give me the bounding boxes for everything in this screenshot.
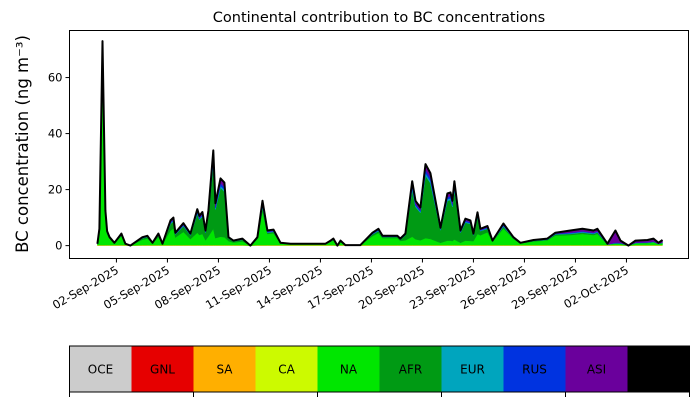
legend-swatch-afr [379,346,442,392]
legend-label-sa: SA [216,363,233,377]
legend-label-aus: AUS [646,363,671,377]
y-tick-label: 0 [55,239,62,253]
legend-label-rus: RUS [522,363,547,377]
legend-label-oce: OCE [88,363,113,377]
area-asi [97,41,663,247]
legend-label-ca: CA [278,363,295,377]
stacked-areas [97,41,663,247]
plot-frame [69,30,689,259]
area-afr [97,69,663,247]
legend-swatch-eur [441,346,504,392]
legend-swatch-ca [255,346,318,392]
legend-swatch-asi [565,346,628,392]
area-rus [97,55,663,247]
y-axis-ticks: 0 20 40 60 [48,71,70,253]
y-axis-label: BC concentration (ng m⁻³) [13,35,32,253]
legend-label-eur: EUR [460,363,485,377]
legend-label-na: NA [340,363,358,377]
legend-label-gnl: GNL [150,363,175,377]
y-tick-label: 20 [48,183,63,197]
x-axis-ticks: 02-Sep-202505-Sep-202508-Sep-202511-Sep-… [50,258,631,312]
y-tick-label: 60 [48,71,63,85]
legend-swatch-na [317,346,380,392]
legend-label-afr: AFR [399,363,422,377]
chart-title: Continental contribution to BC concentra… [213,10,545,26]
region-colorbar-legend: OCE GNL SA CA NA AFR EUR RUS ASI AUS [69,345,690,397]
legend-swatch-sa [193,346,256,392]
legend-label-asi: ASI [587,363,606,377]
area-eur [97,63,663,247]
area-na [97,69,663,247]
legend-swatch-rus [503,346,566,392]
legend-swatch-gnl [131,346,194,392]
legend-frame [69,345,690,393]
y-tick-label: 40 [48,127,63,141]
legend-swatch-oce [69,346,132,392]
legend-swatch-aus [627,346,690,392]
total-concentration-line [96,40,664,247]
